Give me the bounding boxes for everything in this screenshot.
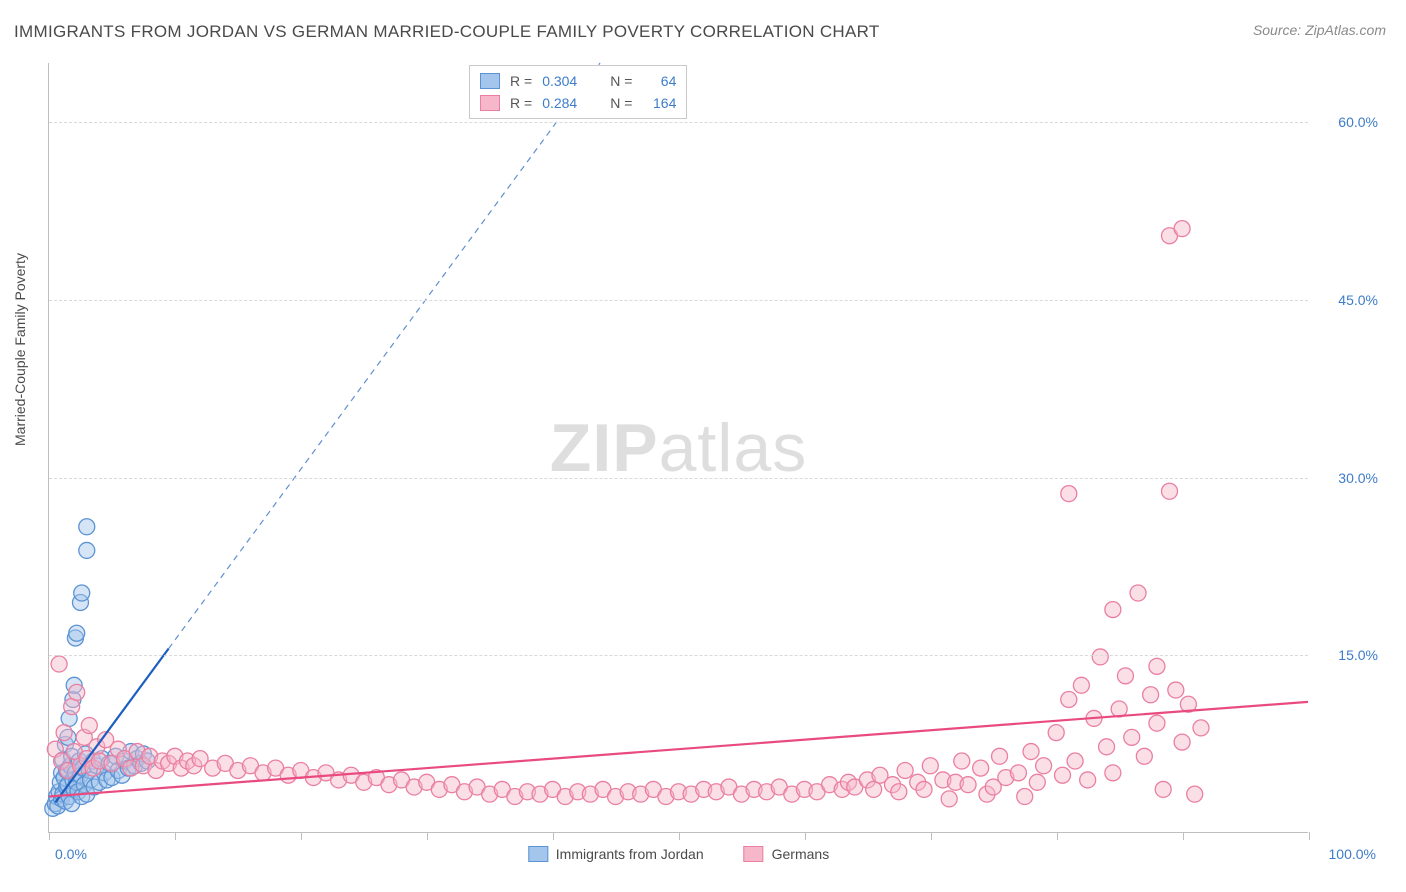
data-point	[1162, 483, 1178, 499]
data-point	[992, 748, 1008, 764]
data-point	[1149, 658, 1165, 674]
legend-label-germans: Germans	[772, 846, 830, 862]
data-point	[1092, 649, 1108, 665]
data-point	[1105, 765, 1121, 781]
n-label: N =	[610, 70, 632, 92]
data-point	[973, 760, 989, 776]
data-point	[1061, 692, 1077, 708]
x-tick	[553, 832, 554, 840]
data-point	[1029, 774, 1045, 790]
legend-row-germans: R = 0.284 N = 164	[480, 92, 676, 114]
trend-line-extension	[169, 63, 600, 649]
x-tick	[175, 832, 176, 840]
correlation-legend: R = 0.304 N = 64 R = 0.284 N = 164	[469, 65, 687, 119]
trend-line	[49, 702, 1308, 797]
data-point	[1124, 729, 1140, 745]
y-tick-label: 15.0%	[1323, 647, 1378, 663]
gridline	[49, 655, 1308, 656]
data-point	[1149, 715, 1165, 731]
data-point	[1073, 677, 1089, 693]
legend-item-germans: Germans	[744, 846, 830, 862]
plot-area: ZIPatlas R = 0.304 N = 64 R = 0.284 N = …	[48, 63, 1308, 833]
data-point	[1061, 486, 1077, 502]
data-point	[1048, 725, 1064, 741]
legend-item-jordan: Immigrants from Jordan	[528, 846, 704, 862]
gridline	[49, 478, 1308, 479]
legend-swatch-jordan	[528, 846, 548, 862]
x-tick	[679, 832, 680, 840]
data-point	[1017, 789, 1033, 805]
data-point	[1023, 744, 1039, 760]
data-point	[1136, 748, 1152, 764]
x-tick	[805, 832, 806, 840]
source-attribution: Source: ZipAtlas.com	[1253, 22, 1386, 38]
gridline	[49, 300, 1308, 301]
data-point	[1036, 758, 1052, 774]
data-point	[1099, 739, 1115, 755]
data-point	[69, 625, 85, 641]
legend-swatch-jordan	[480, 73, 500, 89]
data-point	[1080, 772, 1096, 788]
r-value-germans: 0.284	[542, 92, 592, 114]
y-tick-label: 60.0%	[1323, 114, 1378, 130]
y-tick-label: 30.0%	[1323, 470, 1378, 486]
x-axis-max-label: 100.0%	[1329, 846, 1376, 862]
data-point	[891, 784, 907, 800]
data-point	[960, 777, 976, 793]
data-point	[954, 753, 970, 769]
data-point	[897, 762, 913, 778]
n-value-jordan: 64	[642, 70, 676, 92]
x-tick	[301, 832, 302, 840]
legend-swatch-germans	[480, 95, 500, 111]
data-point	[56, 725, 72, 741]
n-label: N =	[610, 92, 632, 114]
r-label: R =	[510, 92, 532, 114]
x-tick	[931, 832, 932, 840]
gridline	[49, 122, 1308, 123]
data-point	[1168, 682, 1184, 698]
data-point	[51, 656, 67, 672]
chart-svg	[49, 63, 1308, 832]
y-tick-label: 45.0%	[1323, 292, 1378, 308]
data-point	[916, 781, 932, 797]
data-point	[1187, 786, 1203, 802]
chart-title: IMMIGRANTS FROM JORDAN VS GERMAN MARRIED…	[14, 22, 880, 42]
data-point	[81, 718, 97, 734]
data-point	[1010, 765, 1026, 781]
legend-label-jordan: Immigrants from Jordan	[556, 846, 704, 862]
r-label: R =	[510, 70, 532, 92]
x-tick	[49, 832, 50, 840]
data-point	[1174, 734, 1190, 750]
legend-row-jordan: R = 0.304 N = 64	[480, 70, 676, 92]
data-point	[79, 542, 95, 558]
data-point	[1067, 753, 1083, 769]
x-tick	[1183, 832, 1184, 840]
data-point	[1130, 585, 1146, 601]
r-value-jordan: 0.304	[542, 70, 592, 92]
data-point	[1174, 221, 1190, 237]
data-point	[1105, 602, 1121, 618]
data-point	[922, 758, 938, 774]
data-point	[69, 684, 85, 700]
data-point	[1117, 668, 1133, 684]
y-axis-title: Married-Couple Family Poverty	[12, 253, 28, 446]
x-axis-min-label: 0.0%	[55, 846, 87, 862]
data-point	[1143, 687, 1159, 703]
x-tick	[1309, 832, 1310, 840]
data-point	[74, 585, 90, 601]
series-legend: Immigrants from Jordan Germans	[528, 846, 829, 862]
data-point	[1193, 720, 1209, 736]
data-point	[79, 519, 95, 535]
legend-swatch-germans	[744, 846, 764, 862]
n-value-germans: 164	[642, 92, 676, 114]
data-point	[1155, 781, 1171, 797]
data-point	[1055, 767, 1071, 783]
x-tick	[1057, 832, 1058, 840]
data-point	[941, 791, 957, 807]
x-tick	[427, 832, 428, 840]
